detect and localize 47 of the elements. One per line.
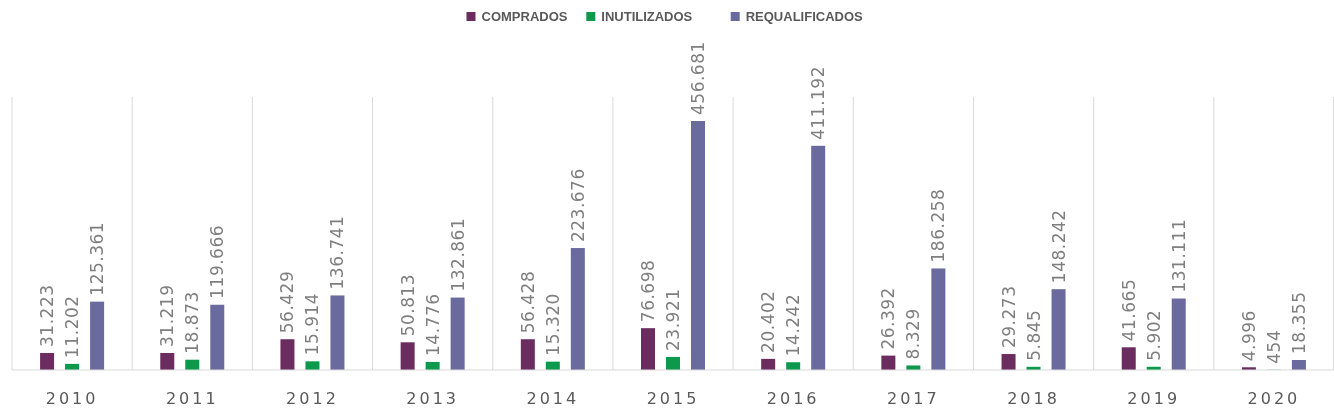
data-label: 20.402 <box>758 290 779 353</box>
data-label: 186.258 <box>928 188 949 263</box>
data-label: 29.273 <box>998 285 1019 349</box>
data-label: 56.429 <box>277 270 298 334</box>
x-tick-label: 2014 <box>526 389 580 408</box>
data-label: 131.111 <box>1168 218 1189 293</box>
data-label: 223.676 <box>567 168 588 243</box>
legend-label: REQUALIFICADOS <box>745 9 864 24</box>
data-label: 136.741 <box>327 215 348 290</box>
data-label: 4.996 <box>1238 310 1259 362</box>
data-label: 14.242 <box>783 293 804 357</box>
x-tick-label: 2012 <box>286 389 339 408</box>
x-tick-label: 2015 <box>646 389 700 408</box>
data-label: 132.861 <box>447 217 468 292</box>
data-label: 56.428 <box>517 270 538 334</box>
data-label: 5.845 <box>1023 309 1044 361</box>
data-label: 5.902 <box>1143 309 1164 361</box>
x-tick-label: 2018 <box>1007 389 1060 408</box>
x-tick-label: 2013 <box>406 389 459 408</box>
data-label: 125.361 <box>87 221 108 296</box>
data-label: 23.921 <box>663 288 683 351</box>
x-tick-label: 2019 <box>1127 389 1181 408</box>
data-label: 148.242 <box>1048 209 1069 284</box>
x-tick-label: 2020 <box>1247 389 1301 408</box>
data-label: 76.698 <box>638 259 658 323</box>
x-tick-label: 2011 <box>165 389 219 408</box>
data-label: 26.392 <box>878 287 899 350</box>
data-label: 31.223 <box>37 284 58 347</box>
data-label: 11.202 <box>62 295 83 358</box>
data-label: 15.914 <box>302 292 323 356</box>
data-label: 18.355 <box>1288 291 1309 354</box>
data-label: 50.813 <box>397 273 418 337</box>
data-label: 31.219 <box>157 284 178 347</box>
data-label: 15.320 <box>542 293 563 356</box>
data-label: 18.873 <box>182 291 203 354</box>
data-label: 454 <box>1263 329 1284 364</box>
data-label: 411.192 <box>808 65 829 140</box>
data-label: 41.665 <box>1118 278 1139 342</box>
data-label: 456.681 <box>688 41 708 115</box>
x-tick-label: 2016 <box>766 389 820 408</box>
legend-label: INUTILIZADOS <box>601 9 693 24</box>
data-label: 8.329 <box>903 308 924 360</box>
data-label: 14.776 <box>422 293 443 356</box>
x-tick-label: 2010 <box>45 389 99 408</box>
x-tick-label: 2017 <box>887 389 940 408</box>
legend-label: COMPRADOS <box>481 9 568 24</box>
data-label: 119.666 <box>207 224 228 299</box>
